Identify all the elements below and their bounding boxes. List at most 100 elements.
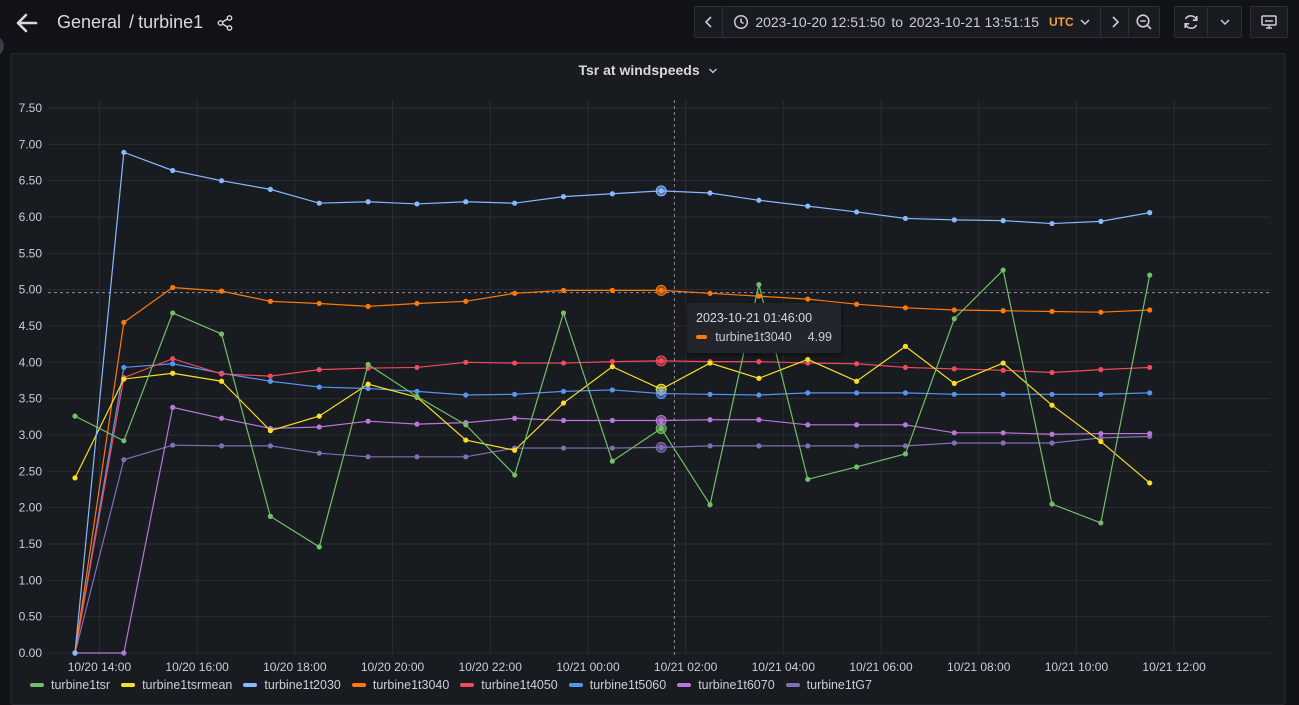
data-point-turbine1t3040 [365,303,371,309]
series-line-turbine1t4050 [74,358,1150,654]
data-point-turbine1tsr [951,316,957,322]
legend-swatch [243,683,258,687]
share-button[interactable] [215,13,235,33]
data-point-turbine1tsrmean [805,356,811,363]
data-point-turbine1t4050 [463,359,469,365]
series-line-turbine1t2030 [74,151,1150,654]
y-tick-label: 1.00 [19,573,43,587]
zoom-out-button[interactable] [1129,7,1159,37]
chevron-down-icon [708,68,717,74]
legend-label: turbine1tsr [51,678,111,692]
legend-label: turbine1tsrmean [142,678,233,692]
refresh-interval-dropdown[interactable] [1208,7,1241,37]
data-point-turbine1t6070 [951,430,957,436]
data-point-turbine1t5060 [707,391,713,397]
tooltip-value: 4.99 [807,330,832,344]
data-point-turbine1t2030 [512,200,518,206]
y-tick-label: 5.00 [19,283,43,297]
data-point-turbine1t5060 [902,390,909,396]
data-point-turbine1t3040 [951,307,957,313]
breadcrumb-dashboard: turbine1 [138,12,204,32]
data-point-turbine1t6070 [1098,430,1104,437]
legend-item-turbine1tsrmean[interactable]: turbine1tsrmean [121,678,232,692]
refresh-button[interactable] [1175,7,1208,37]
x-tick-label: 10/21 04:00 [752,660,816,674]
time-picker-group: 2023-10-20 12:51:50 to 2023-10-21 13:51:… [694,6,1160,38]
series-line-turbine1tsr [74,268,1151,548]
data-point-turbine1t5060 [1147,390,1153,396]
legend-item-turbine1tG7[interactable]: turbine1tG7 [785,678,872,692]
legend-swatch [121,683,136,687]
data-point-turbine1t3040 [854,301,860,307]
legend-swatch [785,683,800,687]
y-tick-label: 3.50 [19,392,43,406]
data-point-turbine1t2030 [170,167,176,174]
series-line-turbine1t3040 [74,286,1150,654]
chevron-down-icon [1080,19,1090,26]
data-point-turbine1tsr [854,464,860,470]
data-point-turbine1tsr [609,458,615,464]
data-point-turbine1t3040 [267,298,273,304]
panel-title[interactable]: Tsr at windspeeds [11,62,1285,78]
page-edge-handle [0,36,4,56]
y-tick-label: 4.50 [19,319,43,333]
data-point-turbine1t2030 [1000,218,1006,224]
data-point-turbine1t4050 [609,359,615,365]
arrow-left-icon [16,13,38,33]
y-tick-label: 2.00 [19,501,43,515]
legend-swatch [351,683,366,687]
panel-title-text[interactable]: Tsr at windspeeds [578,62,700,78]
y-tick-label: 6.50 [19,174,43,188]
data-point-turbine1t2030 [463,199,469,205]
legend-item-turbine1t2030[interactable]: turbine1t2030 [243,678,341,692]
y-tick-label: 1.50 [19,537,43,551]
data-point-turbine1t2030 [1147,210,1153,216]
legend-item-turbine1tsr[interactable]: turbine1tsr [30,678,110,692]
data-point-turbine1tG7 [609,445,615,451]
hover-marker-turbine1t5060 [655,388,667,400]
time-to-word: to [891,14,903,30]
x-tick-label: 10/21 08:00 [947,660,1011,674]
data-point-turbine1t2030 [951,217,957,223]
legend-item-turbine1t5060[interactable]: turbine1t5060 [568,678,666,692]
data-point-turbine1t2030 [267,186,273,192]
back-button[interactable] [14,10,40,36]
breadcrumb-folder[interactable]: General [57,12,122,32]
data-point-turbine1t2030 [72,650,78,656]
data-point-turbine1tsr [316,544,322,550]
x-tick-label: 10/21 02:00 [654,660,718,674]
data-point-turbine1tsrmean [267,428,273,434]
time-shift-forward-button[interactable] [1101,7,1129,37]
data-point-turbine1t6070 [902,422,909,428]
time-range-picker[interactable]: 2023-10-20 12:51:50 to 2023-10-21 13:51:… [723,7,1101,37]
y-tick-label: 7.00 [19,137,43,151]
data-point-turbine1tsrmean [1147,480,1153,486]
chart-legend: turbine1tsr turbine1tsrmean turbine1t2030 t… [30,678,883,692]
data-point-turbine1t6070 [316,424,322,430]
hover-marker-turbine1t3040 [655,284,667,296]
refresh-icon [1184,15,1198,29]
data-point-turbine1t4050 [1049,369,1055,376]
data-point-turbine1t3040 [805,296,811,302]
data-point-turbine1tsrmean [1098,438,1104,445]
data-point-turbine1t5060 [1098,391,1104,397]
legend-item-turbine1t4050[interactable]: turbine1t4050 [460,678,558,692]
data-point-turbine1t3040 [1098,309,1104,315]
legend-item-turbine1t3040[interactable]: turbine1t3040 [351,678,449,692]
tv-icon [1261,15,1277,29]
data-point-turbine1t4050 [512,360,518,366]
data-point-turbine1t6070 [512,415,518,421]
data-point-turbine1t5060 [170,361,176,367]
data-point-turbine1t2030 [1098,218,1104,224]
hover-marker-turbine1tG7 [655,441,667,453]
legend-item-turbine1t6070[interactable]: turbine1t6070 [677,678,775,692]
data-point-turbine1t6070 [1049,431,1055,437]
tv-mode-button[interactable] [1251,7,1287,37]
data-point-turbine1tsr [1000,267,1006,273]
chevron-right-icon [1111,16,1119,28]
data-point-turbine1tsrmean [902,343,909,349]
data-point-turbine1tsr [512,472,518,478]
time-shift-back-button[interactable] [695,7,723,37]
data-point-turbine1t4050 [170,356,176,362]
